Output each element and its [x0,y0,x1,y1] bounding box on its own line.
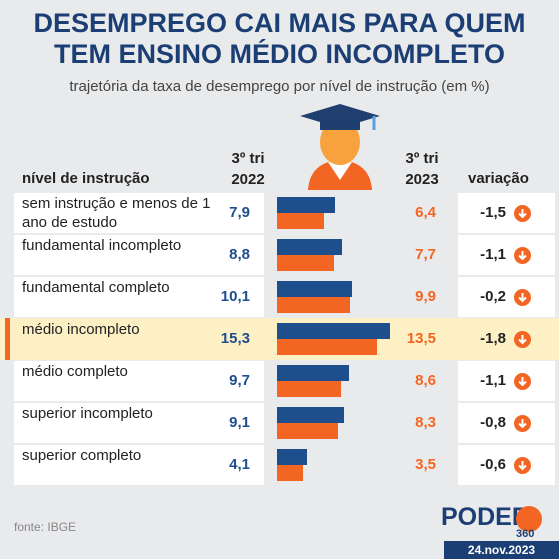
change-label: -1,1 [480,372,506,389]
change-cell [458,235,555,275]
category-cell [14,193,264,233]
series-header: 3º tri 2023 [405,150,439,188]
change-label: -1,1 [480,246,506,263]
category-cell [14,235,264,275]
category-label: fundamental incompleto [22,237,182,254]
down-icon [514,247,531,264]
brand: PODER [441,503,530,531]
category-cell [14,445,264,485]
category-label: superior completo [22,447,142,464]
change-cell [458,445,555,485]
value-label: 6,4 [415,204,436,221]
source: fonte: IBGE [14,520,77,534]
value-label: 8,3 [415,414,436,431]
bar [277,281,352,297]
category-label: superior incompleto [22,405,153,422]
chart-title: DESEMPREGO CAI MAIS PARA QUEM TEM ENSINO… [33,8,526,69]
value-label: 7,7 [415,246,436,263]
value-label: 9,7 [229,372,250,389]
down-icon [514,331,531,348]
change-header: variação [468,170,529,187]
value-label: 8,6 [415,372,436,389]
value-label: 8,8 [229,246,250,263]
bar [277,239,343,255]
category-label: médio incompleto [22,321,140,338]
bar [277,255,334,271]
change-cell [458,361,555,401]
category-cell [14,403,264,443]
brand-number: 360 [516,528,535,540]
change-label: -1,8 [480,330,506,347]
bar [277,297,351,313]
highlight-marker [5,318,10,360]
value-label: 13,5 [406,330,436,347]
bar [277,197,336,213]
change-cell [458,403,555,443]
bar [277,449,308,465]
bar [277,407,345,423]
change-cell [458,193,555,233]
category-label: sem instrução e menos de 1 ano de estudo [22,195,211,231]
value-label: 4,1 [229,456,250,473]
bar [277,323,391,339]
value-label: 9,9 [415,288,436,305]
category-label: médio completo [22,363,128,380]
bar [277,465,303,481]
down-icon [514,289,531,306]
category-cell [14,277,264,317]
bar [277,339,377,355]
value-label: 10,1 [220,288,250,305]
change-label: -0,2 [480,288,506,305]
bar [277,365,349,381]
subtitle: trajetória da taxa de desemprego por nív… [69,78,490,95]
value-label: 15,3 [220,330,250,347]
change-label: -0,8 [480,414,506,431]
category-header: nível de instrução [22,170,150,187]
down-icon [514,415,531,432]
category-label: fundamental completo [22,279,170,296]
down-icon [514,205,531,222]
change-cell [458,277,555,317]
down-icon [514,457,531,474]
value-label: 9,1 [229,414,250,431]
brand-circle [516,506,542,532]
value-label: 3,5 [415,456,436,473]
change-label: -0,6 [480,456,506,473]
bar [277,381,341,397]
value-label: 7,9 [229,204,250,221]
bar [277,423,339,439]
bar [277,213,325,229]
date: 24.nov.2023 [444,541,559,559]
change-label: -1,5 [480,204,506,221]
down-icon [514,373,531,390]
series-header: 3º tri 2022 [231,150,265,188]
category-cell [14,361,264,401]
graduate-icon [300,104,380,190]
